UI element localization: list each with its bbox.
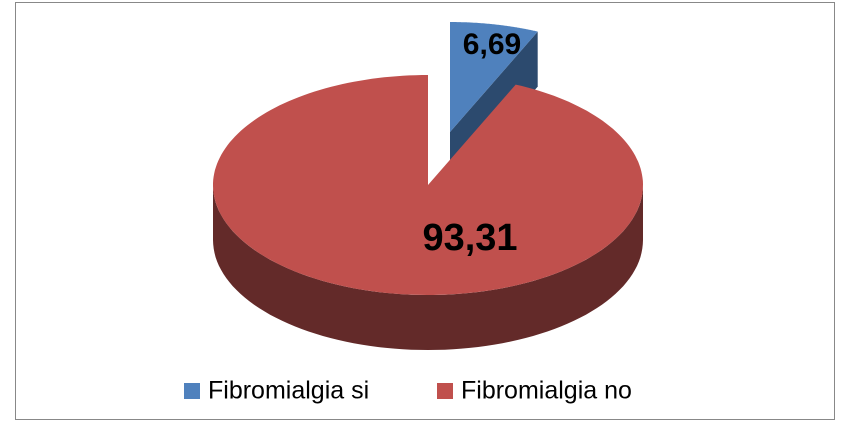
data-label: 6,69 <box>463 28 521 61</box>
data-label: 93,31 <box>422 217 517 259</box>
slice-side <box>213 185 643 350</box>
slice <box>213 75 643 295</box>
legend-swatch <box>184 383 200 399</box>
legend-label: Fibromialgia si <box>208 377 369 405</box>
legend-swatch <box>437 383 453 399</box>
slice <box>450 22 538 132</box>
legend-label: Fibromialgia no <box>461 377 632 405</box>
